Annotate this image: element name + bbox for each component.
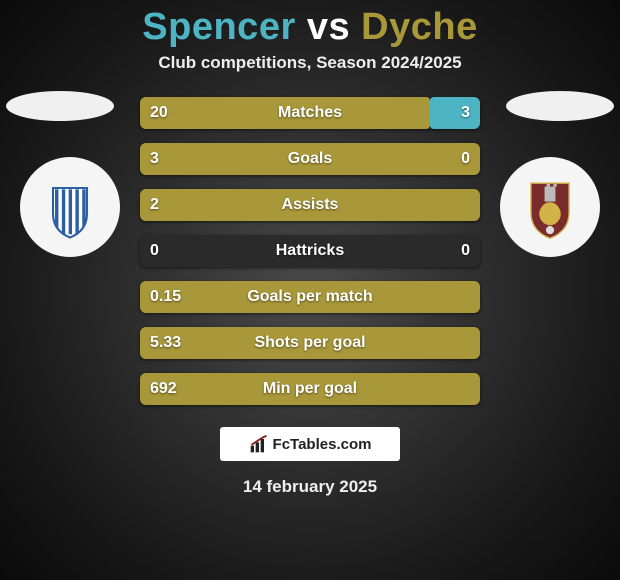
stat-bars: 20Matches33Goals02Assists0Hattricks00.15…: [140, 97, 480, 405]
crest-right-svg: [516, 173, 584, 241]
title-left: Spencer: [142, 6, 295, 48]
stat-row: 0.15Goals per match: [140, 281, 480, 313]
comparison-card: Spencer vs Dyche Club competitions, Seas…: [0, 0, 620, 580]
fctables-label: FcTables.com: [273, 436, 372, 453]
shadow-ellipse-left: [6, 91, 114, 121]
stat-label: Shots per goal: [140, 327, 480, 359]
stat-label: Assists: [140, 189, 480, 221]
content-area: 20Matches33Goals02Assists0Hattricks00.15…: [0, 97, 620, 405]
stat-row: 20Matches3: [140, 97, 480, 129]
stat-label: Min per goal: [140, 373, 480, 405]
title-right: Dyche: [361, 6, 478, 48]
stat-row: 5.33Shots per goal: [140, 327, 480, 359]
stat-label: Goals per match: [140, 281, 480, 313]
stat-row: 3Goals0: [140, 143, 480, 175]
fctables-icon: [249, 434, 269, 454]
stat-label: Goals: [140, 143, 480, 175]
stat-value-right: 3: [461, 97, 470, 129]
stat-value-right: 0: [461, 235, 470, 267]
stat-label: Hattricks: [140, 235, 480, 267]
stat-row: 0Hattricks0: [140, 235, 480, 267]
fctables-badge: FcTables.com: [220, 427, 400, 461]
title: Spencer vs Dyche: [0, 0, 620, 49]
stat-value-right: 0: [461, 143, 470, 175]
shadow-ellipse-right: [506, 91, 614, 121]
stat-label: Matches: [140, 97, 480, 129]
stat-row: 2Assists: [140, 189, 480, 221]
date: 14 february 2025: [0, 477, 620, 497]
crest-right: [500, 157, 600, 257]
crest-left: [20, 157, 120, 257]
title-separator: vs: [307, 6, 350, 48]
stat-row: 692Min per goal: [140, 373, 480, 405]
subtitle: Club competitions, Season 2024/2025: [0, 53, 620, 73]
crest-left-svg: [36, 173, 104, 241]
